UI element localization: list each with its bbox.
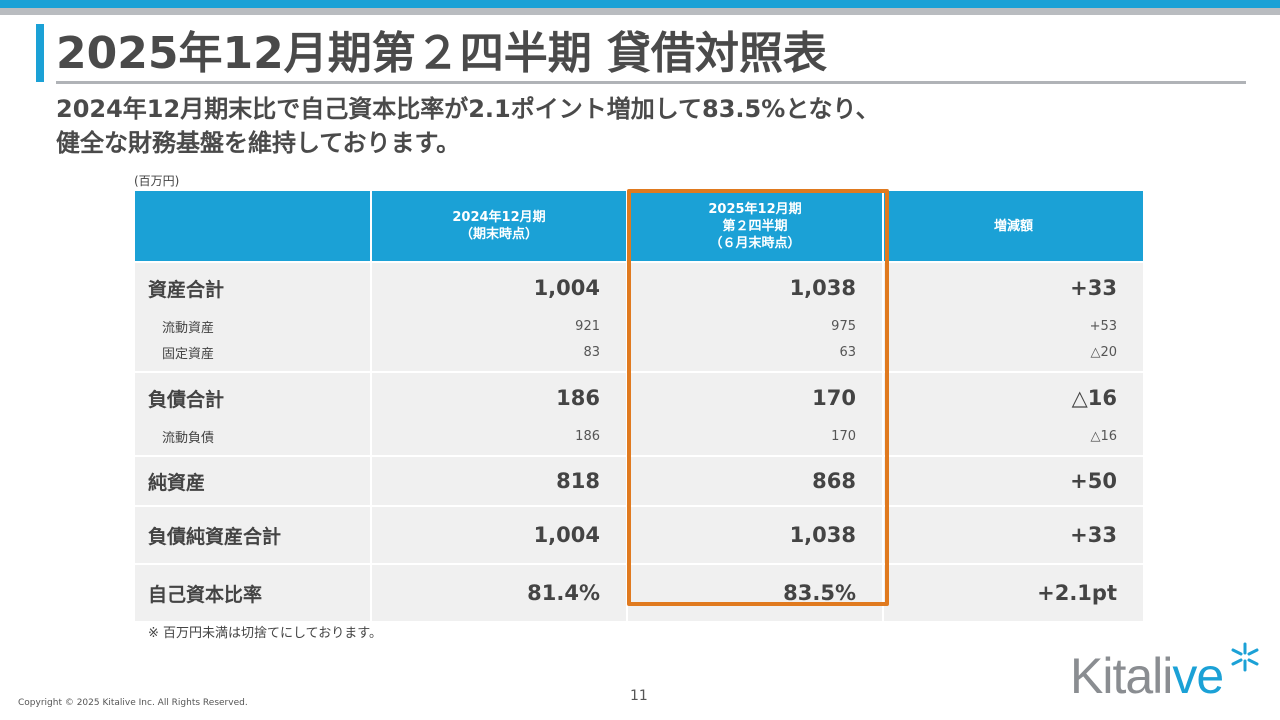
table-row: 負債合計 流動負債 186 186 170 170 △16 △16: [135, 371, 1143, 456]
footnote: ※ 百万円未満は切捨てにしております。: [148, 626, 382, 641]
header-empty: [135, 191, 371, 262]
value-liabilities-total-current: 170: [812, 386, 856, 410]
header-prev-period: 2024年12月期 （期末時点）: [370, 191, 627, 262]
row-label-equity-ratio: 自己資本比率: [148, 583, 263, 606]
change-value-cell: +33 +53 △20: [882, 261, 1143, 372]
prev-value-cell: 1,004 921 83: [370, 261, 627, 372]
logo-text: Kitalive: [1070, 648, 1224, 704]
value-current-liabilities-current: 170: [831, 428, 856, 444]
prev-value-cell: 818: [370, 455, 627, 506]
value-fixed-assets-current: 63: [839, 344, 856, 360]
current-value-cell: 1,038 975 63: [626, 261, 883, 372]
table-row: 資産合計 流動資産 固定資産 1,004 921 83 1,038 975 63…: [135, 261, 1143, 372]
row-label-cell: 自己資本比率: [135, 563, 371, 621]
value-liabilities-net-assets-total-current: 1,038: [789, 523, 856, 547]
row-label-cell: 資産合計 流動資産 固定資産: [135, 261, 371, 372]
row-label-liabilities-net-assets-total: 負債純資産合計: [148, 525, 282, 548]
title-divider: [56, 81, 1246, 84]
asterisk-star-icon: [1231, 642, 1259, 672]
row-label-cell: 負債純資産合計: [135, 505, 371, 564]
header-change: 増減額: [882, 191, 1143, 262]
subtitle-line-2: 健全な財務基盤を維持しております。: [56, 129, 461, 157]
prev-value-cell: 1,004: [370, 505, 627, 564]
table-row: 負債純資産合計 1,004 1,038 +33: [135, 505, 1143, 564]
value-current-liabilities-change: △16: [1090, 428, 1117, 444]
value-equity-ratio-prev: 81.4%: [527, 581, 600, 605]
change-value-cell: +33: [882, 505, 1143, 564]
row-label-liabilities-total: 負債合計: [148, 388, 225, 411]
top-accent-bar: [0, 0, 1280, 8]
table-header-row: 2024年12月期 （期末時点） 2025年12月期 第２四半期 （６月末時点）…: [135, 191, 1143, 262]
logo-text-main: Kitali: [1070, 648, 1173, 704]
subtitle: 2024年12月期末比で自己資本比率が2.1ポイント増加して83.5%となり、 …: [56, 92, 880, 160]
value-liabilities-net-assets-total-change: +33: [1070, 523, 1117, 547]
company-logo: Kitalive: [1070, 642, 1259, 704]
value-assets-total-current: 1,038: [789, 276, 856, 300]
unit-label: (百万円): [134, 174, 180, 188]
row-label-fixed-assets: 固定資産: [162, 346, 215, 362]
value-net-assets-prev: 818: [556, 469, 600, 493]
row-label-assets-total: 資産合計: [148, 278, 225, 301]
prev-value-cell: 186 186: [370, 371, 627, 456]
row-label-cell: 純資産: [135, 455, 371, 506]
header-current-line-1: 2025年12月期: [708, 201, 802, 217]
value-assets-total-prev: 1,004: [533, 276, 600, 300]
value-equity-ratio-change: +2.1pt: [1037, 581, 1117, 605]
value-net-assets-change: +50: [1070, 469, 1117, 493]
value-equity-ratio-current: 83.5%: [783, 581, 856, 605]
value-liabilities-total-change: △16: [1071, 386, 1117, 410]
change-value-cell: +50: [882, 455, 1143, 506]
header-current-period: 2025年12月期 第２四半期 （６月末時点）: [626, 191, 883, 262]
subtitle-line-1: 2024年12月期末比で自己資本比率が2.1ポイント増加して83.5%となり、: [56, 95, 880, 123]
value-liabilities-total-prev: 186: [556, 386, 600, 410]
change-value-cell: +2.1pt: [882, 563, 1143, 621]
current-value-cell: 868: [626, 455, 883, 506]
prev-value-cell: 81.4%: [370, 563, 627, 621]
value-liabilities-net-assets-total-prev: 1,004: [533, 523, 600, 547]
header-change-label: 増減額: [993, 218, 1033, 234]
table-row: 自己資本比率 81.4% 83.5% +2.1pt: [135, 563, 1143, 621]
page-number: 11: [630, 688, 648, 704]
copyright: Copyright © 2025 Kitalive Inc. All Right…: [18, 698, 248, 708]
value-assets-total-change: +33: [1070, 276, 1117, 300]
header-prev-line-1: 2024年12月期: [452, 210, 546, 225]
current-value-cell: 83.5%: [626, 563, 883, 621]
value-current-assets-current: 975: [831, 318, 856, 334]
row-label-net-assets: 純資産: [148, 471, 206, 494]
change-value-cell: △16 △16: [882, 371, 1143, 456]
header-prev-line-2: （期末時点）: [459, 227, 538, 242]
value-fixed-assets-prev: 83: [583, 344, 600, 360]
value-net-assets-current: 868: [812, 469, 856, 493]
top-gray-bar: [0, 8, 1280, 15]
balance-sheet-table: 2024年12月期 （期末時点） 2025年12月期 第２四半期 （６月末時点）…: [135, 191, 1143, 621]
value-current-assets-prev: 921: [575, 318, 600, 334]
header-current-line-2: 第２四半期: [722, 218, 788, 234]
page-title: 2025年12月期第２四半期 貸借対照表: [56, 28, 828, 79]
row-label-current-liabilities: 流動負債: [162, 430, 215, 446]
logo-text-accent: ve: [1172, 648, 1224, 704]
current-value-cell: 170 170: [626, 371, 883, 456]
value-current-liabilities-prev: 186: [575, 428, 600, 444]
header-current-line-3: （６月末時点）: [709, 235, 801, 251]
current-value-cell: 1,038: [626, 505, 883, 564]
table-row: 純資産 818 868 +50: [135, 455, 1143, 506]
row-label-cell: 負債合計 流動負債: [135, 371, 371, 456]
value-current-assets-change: +53: [1089, 318, 1117, 334]
title-accent-bar: [36, 24, 44, 82]
value-fixed-assets-change: △20: [1090, 344, 1117, 360]
row-label-current-assets: 流動資産: [162, 320, 215, 336]
